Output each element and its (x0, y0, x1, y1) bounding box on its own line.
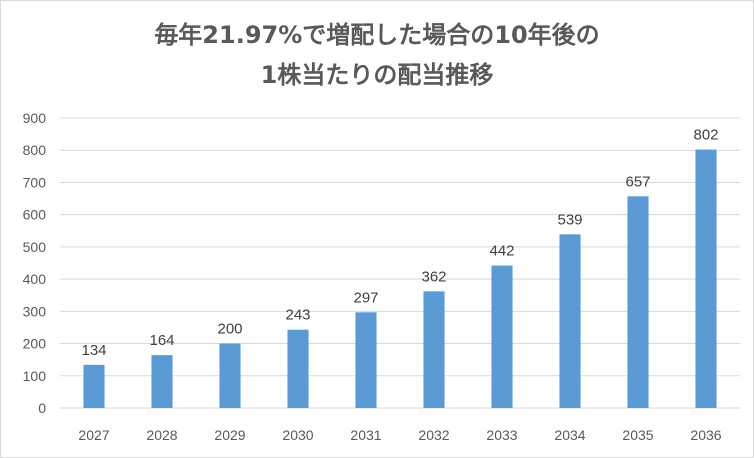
y-tick-label: 500 (23, 239, 47, 255)
x-tick-label: 2034 (554, 427, 585, 443)
chart-title-line-2: 1株当たりの配当推移 (260, 61, 494, 89)
y-tick-label: 600 (23, 207, 47, 223)
data-label: 134 (81, 342, 106, 359)
data-label: 442 (489, 243, 514, 260)
y-tick-label: 800 (23, 142, 47, 158)
bar (423, 291, 445, 408)
data-label: 200 (217, 321, 242, 338)
bar (355, 312, 377, 408)
y-tick-label: 300 (23, 303, 47, 319)
bar (559, 234, 581, 408)
bar (287, 329, 309, 408)
x-tick-label: 2028 (146, 427, 177, 443)
x-tick-label: 2029 (214, 427, 245, 443)
bar (219, 343, 241, 408)
data-label: 243 (285, 307, 310, 324)
y-tick-label: 700 (23, 174, 47, 190)
x-tick-label: 2033 (486, 427, 517, 443)
y-tick-label: 200 (23, 336, 47, 352)
bar (627, 196, 649, 408)
bar (695, 149, 717, 409)
x-tick-label: 2031 (350, 427, 381, 443)
x-tick-label: 2036 (690, 427, 721, 443)
x-tick-label: 2027 (78, 427, 109, 443)
y-tick-label: 100 (23, 368, 47, 384)
data-label: 539 (557, 211, 582, 228)
data-label: 362 (421, 268, 446, 285)
bar (83, 364, 105, 408)
bar (151, 355, 173, 408)
y-tick-label: 900 (23, 110, 47, 126)
bar (491, 265, 513, 408)
x-tick-label: 2032 (418, 427, 449, 443)
data-label: 164 (149, 332, 174, 349)
data-label: 802 (693, 127, 718, 144)
chart-title-line-1: 毎年21.97%で増配した場合の10年後の (154, 21, 600, 49)
y-tick-label: 400 (23, 271, 47, 287)
x-tick-label: 2030 (282, 427, 313, 443)
y-tick-label: 0 (38, 400, 46, 416)
data-label: 657 (625, 173, 650, 190)
x-tick-label: 2035 (622, 427, 653, 443)
data-label: 297 (353, 289, 378, 306)
